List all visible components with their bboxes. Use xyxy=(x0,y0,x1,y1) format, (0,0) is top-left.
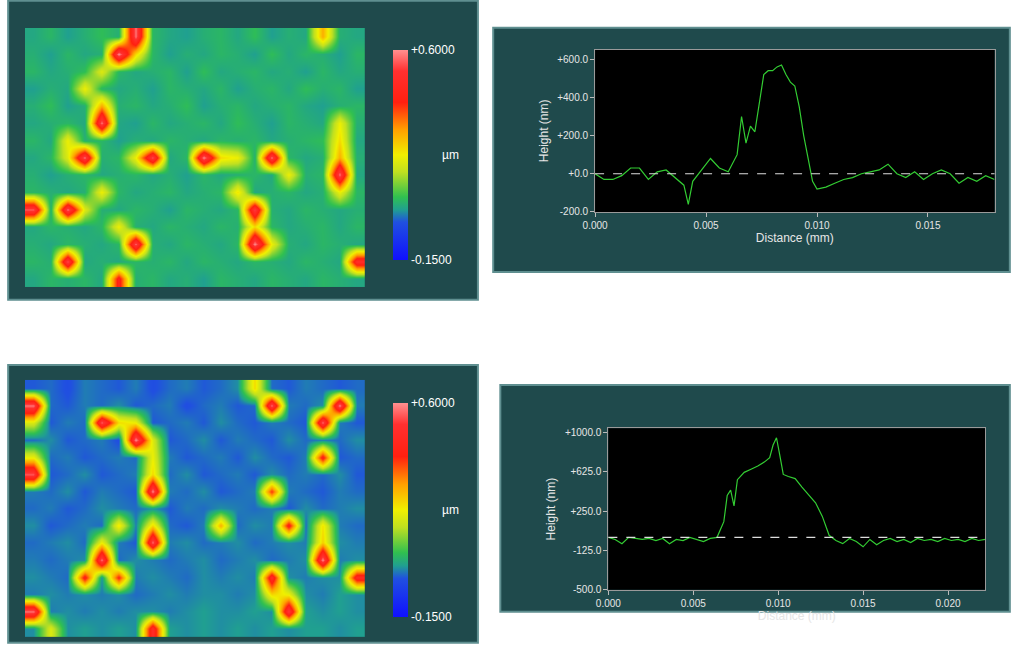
svg-text:+0.6000: +0.6000 xyxy=(411,396,455,410)
svg-text:+200.0: +200.0 xyxy=(557,130,588,141)
svg-text:0.015: 0.015 xyxy=(915,220,940,231)
svg-text:0.020: 0.020 xyxy=(935,598,960,609)
svg-text:0.010: 0.010 xyxy=(766,598,791,609)
svg-text:µm: µm xyxy=(442,503,459,517)
svg-text:Distance (mm): Distance (mm) xyxy=(756,231,834,245)
svg-text:0.000: 0.000 xyxy=(583,220,608,231)
svg-text:Height (nm): Height (nm) xyxy=(544,478,558,541)
svg-text:-200.0: -200.0 xyxy=(560,206,589,217)
svg-text:0.005: 0.005 xyxy=(694,220,719,231)
svg-text:+625.0: +625.0 xyxy=(570,466,601,477)
svg-text:0.005: 0.005 xyxy=(681,598,706,609)
svg-text:-125.0: -125.0 xyxy=(573,545,602,556)
svg-text:Distance (mm): Distance (mm) xyxy=(758,609,836,623)
svg-text:+400.0: +400.0 xyxy=(557,92,588,103)
svg-text:+600.0: +600.0 xyxy=(557,54,588,65)
svg-text:µm: µm xyxy=(442,148,459,162)
svg-text:+0.6000: +0.6000 xyxy=(411,43,455,57)
svg-text:-0.1500: -0.1500 xyxy=(411,253,452,267)
svg-text:0.015: 0.015 xyxy=(851,598,876,609)
svg-text:-500.0: -500.0 xyxy=(573,584,602,595)
svg-text:Height (nm): Height (nm) xyxy=(537,99,551,162)
svg-text:+250.0: +250.0 xyxy=(570,506,601,517)
svg-text:+1000.0: +1000.0 xyxy=(565,427,602,438)
svg-text:-0.1500: -0.1500 xyxy=(411,610,452,624)
svg-text:0.010: 0.010 xyxy=(805,220,830,231)
svg-text:0.000: 0.000 xyxy=(596,598,621,609)
svg-text:+0.0: +0.0 xyxy=(568,168,588,179)
